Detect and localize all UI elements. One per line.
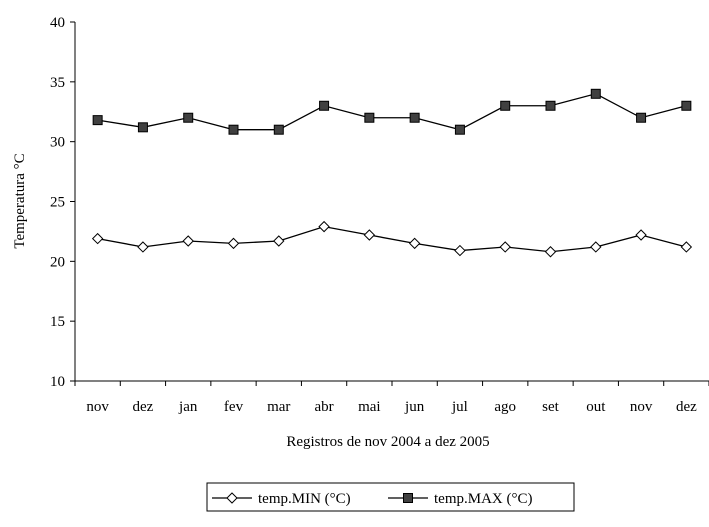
data-point [364, 112, 375, 123]
data-point [409, 112, 420, 123]
series-group [91, 88, 693, 258]
data-point [454, 244, 466, 257]
data-point [636, 112, 647, 123]
data-point [408, 237, 421, 250]
data-point [500, 100, 511, 111]
x-tick-label: fev [224, 399, 244, 415]
axes [74, 22, 709, 382]
data-point [319, 100, 330, 111]
x-tick-label: mar [267, 399, 290, 415]
series [92, 88, 692, 135]
data-point [183, 112, 194, 123]
data-point [228, 124, 239, 135]
data-point [590, 88, 601, 99]
data-point [544, 246, 557, 258]
y-tick-label: 10 [50, 374, 65, 390]
y-tick-label: 20 [50, 254, 65, 270]
x-tick-label: nov [630, 399, 653, 415]
x-tick-label: ago [494, 399, 516, 415]
x-tick-label: abr [314, 399, 333, 415]
x-tick-label: dez [133, 399, 154, 415]
data-point [273, 235, 285, 247]
x-tick-label: out [586, 399, 606, 415]
series-line [97, 93, 687, 131]
data-point [226, 492, 238, 504]
x-tick-label: dez [676, 399, 697, 415]
legend-box [206, 482, 575, 512]
y-tick-label: 35 [50, 75, 65, 91]
x-tick-label: jul [451, 399, 468, 415]
data-point [545, 100, 556, 111]
data-point [91, 232, 104, 245]
data-point [182, 235, 194, 247]
x-tick-label: jan [178, 399, 198, 415]
data-point [590, 241, 602, 253]
legend-entry: temp.MIN (°C) [212, 491, 351, 507]
data-point [318, 220, 330, 233]
legend-entry: temp.MAX (°C) [388, 491, 533, 507]
x-tick-label: set [542, 399, 559, 415]
data-point [635, 229, 647, 241]
legend-label: temp.MAX (°C) [434, 491, 533, 507]
data-point [680, 241, 693, 253]
y-tick-label: 30 [50, 135, 65, 151]
data-point [92, 115, 103, 126]
data-point [227, 237, 240, 250]
y-tick-label: 15 [50, 314, 65, 330]
x-tick-label: jun [404, 399, 425, 415]
x-axis-ticks: nov dez jan fev mar abr mai jun jul ago set out nov d… [74, 381, 709, 415]
data-point [137, 241, 149, 253]
x-tick-label: mai [358, 399, 381, 415]
y-axis-label: Temperatura °C [12, 153, 28, 248]
data-point [499, 241, 511, 253]
data-point [137, 122, 148, 133]
y-axis-ticks: 10 15 20 25 30 35 40 [50, 15, 75, 390]
y-tick-label: 40 [50, 15, 65, 31]
x-axis-label: Registros de nov 2004 a dez 2005 [286, 434, 489, 450]
x-tick-label: nov [86, 399, 109, 415]
series-line [97, 225, 687, 253]
legend: temp.MIN (°C) temp.MAX (°C) [206, 482, 575, 512]
data-point [681, 100, 692, 111]
legend-label: temp.MIN (°C) [258, 491, 351, 507]
data-point [273, 124, 284, 135]
data-point [363, 229, 376, 241]
data-point [403, 493, 413, 503]
series [91, 220, 693, 258]
y-tick-label: 25 [50, 195, 65, 211]
data-point [454, 124, 465, 135]
